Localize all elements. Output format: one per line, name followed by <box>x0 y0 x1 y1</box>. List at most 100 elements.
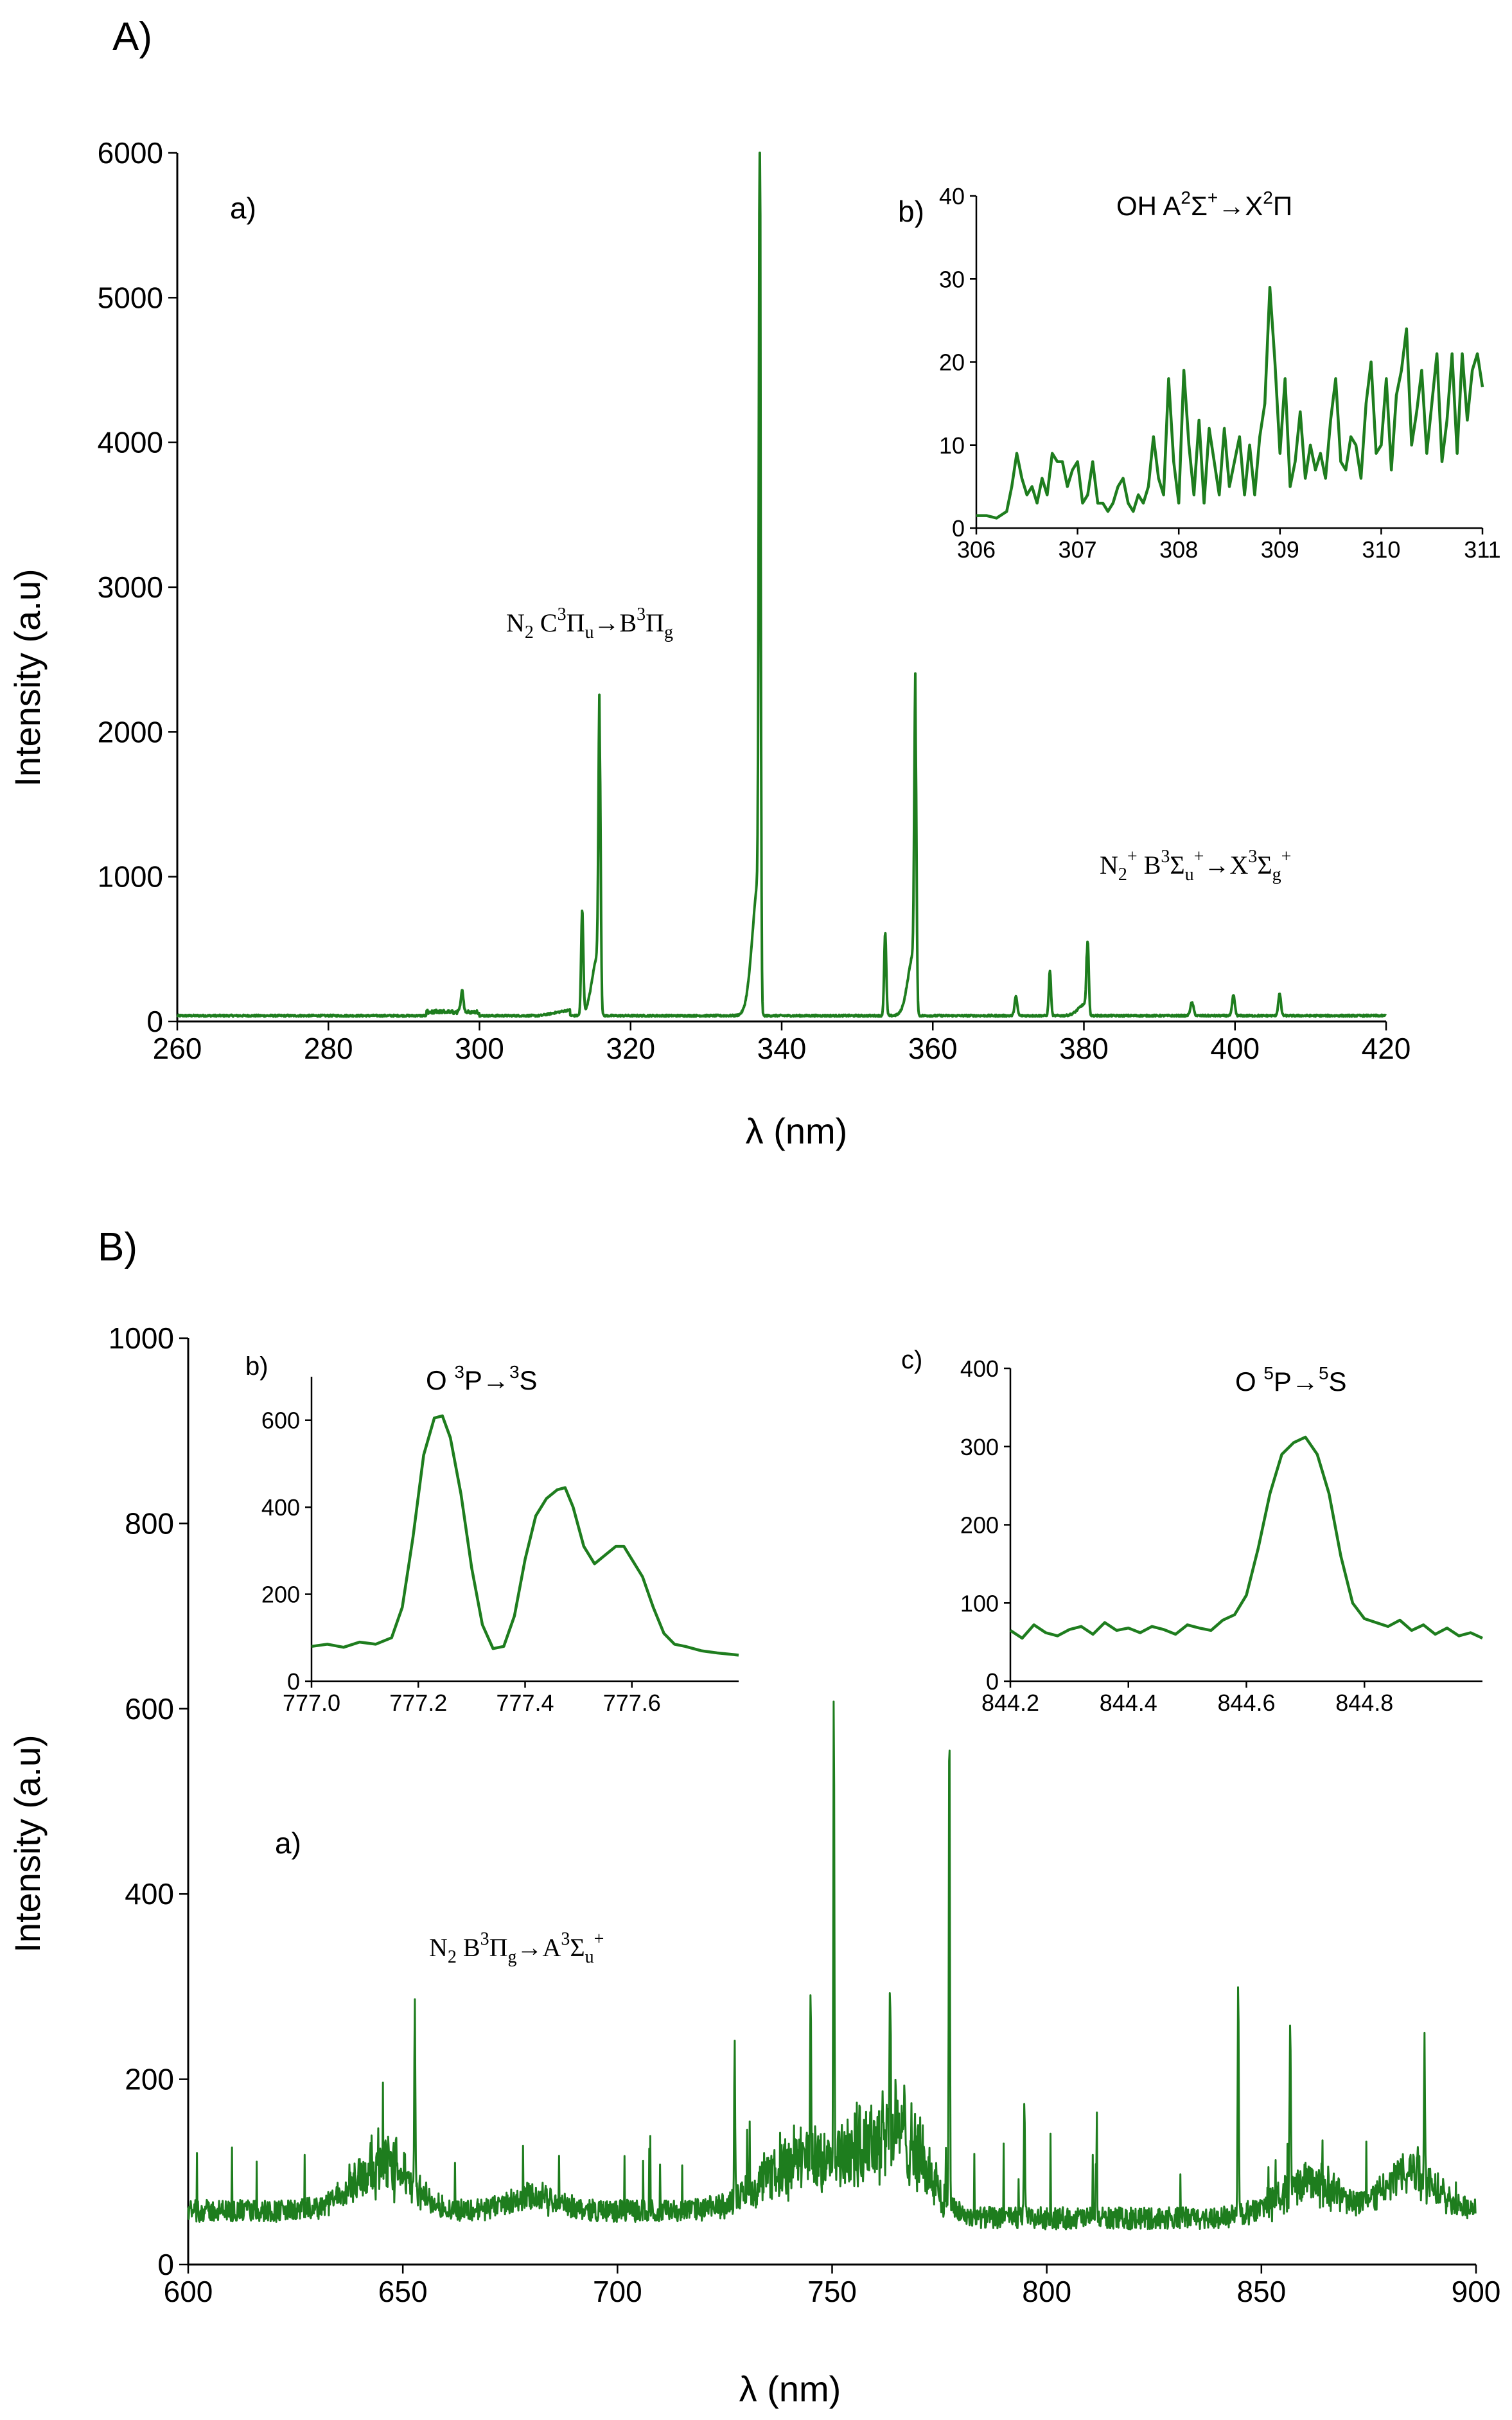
x-tick-label: 420 <box>1362 1032 1411 1065</box>
chart-a-y-label: Intensity (a.u) <box>7 569 48 786</box>
y-tick-label: 200 <box>261 1582 300 1608</box>
x-tick-label: 360 <box>908 1032 958 1065</box>
panel-a-label: A) <box>112 15 152 59</box>
y-tick-label: 1000 <box>98 860 163 894</box>
x-tick-label: 844.8 <box>1335 1690 1393 1716</box>
x-tick-label: 320 <box>606 1032 655 1065</box>
chart-b-inset-b-x-axis: 777.0 777.2 777.4 777.6 <box>283 1681 661 1716</box>
chart-a-inset: 0 10 20 30 40 306 307 308 309 310 311 b) OH A2Σ+→… <box>898 183 1501 563</box>
chart-a-annotation-n2-c: N2 C3Πu→B3Πg <box>506 605 673 642</box>
chart-a-inset-x-axis: 306 307 308 309 310 311 <box>957 528 1501 563</box>
y-tick-label: 0 <box>952 515 965 542</box>
y-tick-label: 400 <box>960 1356 999 1382</box>
chart-a-inset-series-line <box>976 285 1484 520</box>
chart-b-annotation-n2-b: N2 B3Πg→A3Σu+ <box>429 1929 604 1967</box>
x-tick-label: 800 <box>1022 2275 1071 2308</box>
y-tick-label: 5000 <box>98 281 163 314</box>
y-tick-label: 3000 <box>98 570 163 604</box>
x-tick-label: 600 <box>164 2275 213 2308</box>
x-tick-label: 650 <box>378 2275 428 2308</box>
x-tick-label: 750 <box>807 2275 857 2308</box>
y-tick-label: 20 <box>939 349 965 376</box>
y-tick-label: 1000 <box>109 1321 174 1355</box>
chart-b-inset-c-y-axis: 0 100 200 300 400 <box>960 1356 1010 1695</box>
y-tick-label: 600 <box>261 1408 300 1434</box>
x-tick-label: 850 <box>1236 2275 1286 2308</box>
x-tick-label: 309 <box>1261 536 1299 563</box>
chart-a-series-line <box>176 152 1387 1018</box>
chart-a-x-axis: 260 280 300 320 340 360 380 400 420 <box>153 1021 1411 1065</box>
chart-b-series-line <box>187 1700 1477 2230</box>
chart-b-inset-b-y-axis: 0 200 400 600 <box>261 1408 312 1695</box>
chart-b-sublabel: a) <box>275 1826 301 1860</box>
chart-b-inset-b-axis-lines <box>310 1377 739 1683</box>
x-tick-label: 700 <box>593 2275 642 2308</box>
chart-b-inset-c-title: O 5P→5S <box>1235 1363 1347 1397</box>
chart-b-inset-c-series-line <box>1009 1435 1483 1640</box>
chart-b-inset-c-x-axis: 844.2 844.4 844.6 844.8 <box>981 1681 1393 1716</box>
x-tick-label: 777.2 <box>389 1690 447 1716</box>
x-tick-label: 777.0 <box>283 1690 340 1716</box>
chart-a-sublabel: a) <box>230 191 256 225</box>
chart-b-axis-lines <box>187 1338 1476 2266</box>
y-tick-label: 200 <box>125 2063 174 2096</box>
y-tick-label: 400 <box>125 1877 174 1911</box>
chart-a-inset-axis-lines <box>975 196 1482 529</box>
chart-a-inset-sublabel: b) <box>898 195 924 228</box>
y-tick-label: 100 <box>960 1590 999 1616</box>
chart-b-inset-c-axis-lines <box>1009 1368 1482 1683</box>
y-tick-label: 4000 <box>98 426 163 459</box>
chart-a-inset-y-axis: 0 10 20 30 40 <box>939 183 976 542</box>
chart-b-y-axis: 0 200 400 600 800 1000 <box>109 1321 188 2281</box>
chart-a-y-axis: 0 1000 2000 3000 4000 5000 6000 <box>98 136 177 1038</box>
chart-b-inset-b-sublabel: b) <box>245 1352 268 1381</box>
chart-b-x-axis: 600 650 700 750 800 850 900 <box>164 2265 1501 2308</box>
chart-b-inset-c: 0 100 200 300 400 844.2 844.4 844.6 844.8 c) O … <box>901 1346 1483 1716</box>
chart-b-inset-b-title: O 3P→3S <box>426 1362 538 1395</box>
chart-b-y-label: Intensity (a.u) <box>7 1735 48 1952</box>
x-tick-label: 311 <box>1464 536 1500 563</box>
x-tick-label: 380 <box>1059 1032 1109 1065</box>
x-tick-label: 260 <box>153 1032 202 1065</box>
x-tick-label: 310 <box>1362 536 1400 563</box>
x-tick-label: 844.2 <box>981 1690 1039 1716</box>
x-tick-label: 844.6 <box>1217 1690 1275 1716</box>
x-tick-label: 777.4 <box>496 1690 554 1716</box>
x-tick-label: 308 <box>1159 536 1198 563</box>
panel-b-label: B) <box>98 1225 137 1269</box>
y-tick-label: 2000 <box>98 715 163 748</box>
chart-a-annotation-n2plus: N2+ B3Σu+→X3Σg+ <box>1100 847 1291 885</box>
y-tick-label: 0 <box>287 1668 300 1695</box>
y-tick-label: 10 <box>939 432 965 459</box>
y-tick-label: 600 <box>125 1692 174 1726</box>
x-tick-label: 900 <box>1452 2275 1501 2308</box>
x-tick-label: 340 <box>757 1032 807 1065</box>
chart-b-x-label: λ (nm) <box>739 2369 841 2409</box>
y-tick-label: 800 <box>125 1506 174 1540</box>
y-tick-label: 30 <box>939 266 965 292</box>
chart-a-inset-title: OH A2Σ+→X2Π <box>1116 188 1292 221</box>
chart-b-peaks <box>415 1704 1425 2144</box>
y-tick-label: 300 <box>960 1434 999 1460</box>
x-tick-label: 400 <box>1210 1032 1260 1065</box>
y-tick-label: 0 <box>986 1668 999 1695</box>
x-tick-label: 306 <box>957 536 996 563</box>
y-tick-label: 0 <box>146 1005 163 1038</box>
chart-a-axis-lines <box>176 153 1386 1023</box>
y-tick-label: 400 <box>261 1494 300 1521</box>
x-tick-label: 307 <box>1059 536 1097 563</box>
x-tick-label: 300 <box>455 1032 504 1065</box>
x-tick-label: 844.4 <box>1100 1690 1157 1716</box>
chart-b-inset-c-sublabel: c) <box>901 1346 922 1374</box>
chart-a-peaks <box>462 279 1279 1009</box>
y-tick-label: 40 <box>939 183 965 209</box>
chart-b-inset-b-series-line <box>311 1414 739 1657</box>
chart-a-x-label: λ (nm) <box>746 1111 848 1151</box>
y-tick-label: 0 <box>157 2248 174 2281</box>
chart-b-inset-b: 0 200 400 600 777.0 777.2 777.4 777.6 b) O 3P→… <box>245 1352 739 1716</box>
y-tick-label: 200 <box>960 1512 999 1539</box>
x-tick-label: 777.6 <box>603 1690 661 1716</box>
